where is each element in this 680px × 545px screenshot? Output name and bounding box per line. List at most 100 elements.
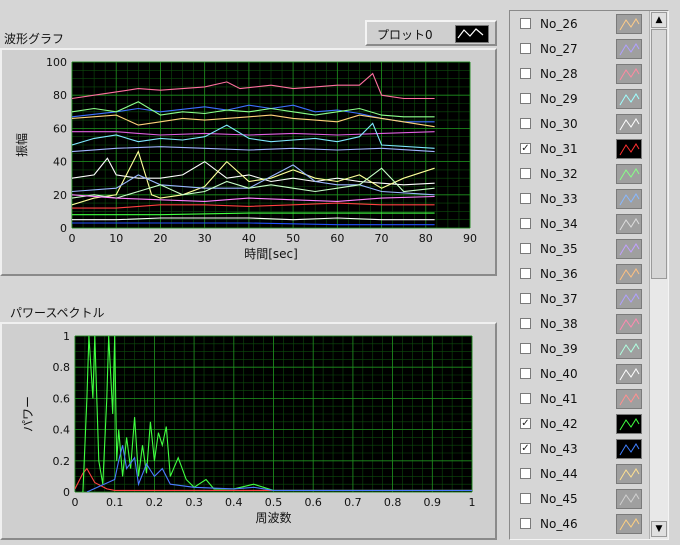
channel-checkbox[interactable]: ✓ [520, 443, 531, 454]
line-style-icon [619, 493, 640, 506]
y-tick-label: 60 [53, 122, 67, 135]
series-line-4 [72, 131, 435, 136]
channel-row[interactable]: No_30 [510, 112, 650, 137]
channel-checkbox[interactable]: ✓ [520, 143, 531, 154]
channel-checkbox[interactable] [520, 193, 531, 204]
scroll-up-button[interactable]: ▲ [651, 12, 667, 28]
channel-color-swatch[interactable] [616, 314, 642, 334]
channel-checkbox[interactable] [520, 68, 531, 79]
series-line-2 [72, 101, 435, 118]
channel-row[interactable]: No_46 [510, 512, 650, 537]
channel-checkbox[interactable] [520, 168, 531, 179]
channel-color-swatch[interactable] [616, 264, 642, 284]
channel-checkbox[interactable] [520, 18, 531, 29]
x-tick-label: 0 [69, 232, 76, 245]
channel-color-swatch[interactable] [616, 489, 642, 509]
y-tick-label: 0.4 [53, 424, 71, 437]
channel-color-swatch[interactable] [616, 389, 642, 409]
channel-row[interactable]: No_40 [510, 362, 650, 387]
channel-row[interactable]: ✓ No_42 [510, 412, 650, 437]
channel-checkbox[interactable] [520, 368, 531, 379]
channel-checkbox[interactable]: ✓ [520, 418, 531, 429]
channel-color-swatch[interactable] [616, 39, 642, 59]
channel-row[interactable]: No_45 [510, 487, 650, 512]
line-style-icon [619, 318, 640, 331]
channel-checkbox[interactable] [520, 293, 531, 304]
channel-row[interactable]: No_37 [510, 287, 650, 312]
channel-checkbox[interactable] [520, 393, 531, 404]
line-style-icon [619, 243, 640, 256]
channel-color-swatch[interactable] [616, 414, 642, 434]
channel-label: No_30 [540, 117, 578, 131]
channel-color-swatch[interactable] [616, 89, 642, 109]
channel-row[interactable]: No_41 [510, 387, 650, 412]
line-style-icon [619, 193, 640, 206]
channel-checkbox[interactable] [520, 268, 531, 279]
waveform-graph[interactable]: 0 10 20 30 40 50 60 70 80 90 0 20 40 60 80 100 時間[sec] 振幅 [2, 50, 495, 274]
channel-checkbox[interactable] [520, 93, 531, 104]
channel-checkbox[interactable] [520, 43, 531, 54]
series-line-8 [72, 150, 435, 206]
x-tick-label: 0.9 [424, 496, 442, 509]
channel-checkbox[interactable] [520, 518, 531, 529]
series-line-1 [82, 336, 472, 492]
channel-row[interactable]: No_32 [510, 162, 650, 187]
channel-row[interactable]: ✓ No_31 [510, 137, 650, 162]
channel-row[interactable]: No_28 [510, 62, 650, 87]
series-line-9 [72, 164, 435, 196]
channel-color-swatch[interactable] [616, 289, 642, 309]
channel-color-swatch[interactable] [616, 139, 642, 159]
channel-row[interactable]: No_27 [510, 37, 650, 62]
scroll-thumb[interactable] [651, 29, 667, 279]
channel-label: No_26 [540, 17, 578, 31]
channel-row[interactable]: No_34 [510, 212, 650, 237]
line-style-icon [619, 293, 640, 306]
channel-color-swatch[interactable] [616, 339, 642, 359]
channel-row[interactable]: No_39 [510, 337, 650, 362]
x-tick-label: 90 [463, 232, 477, 245]
channel-list-scrollbar[interactable]: ▲ ▼ [649, 11, 668, 539]
channel-color-swatch[interactable] [616, 514, 642, 534]
channel-color-swatch[interactable] [616, 214, 642, 234]
channel-color-swatch[interactable] [616, 464, 642, 484]
line-style-icon [619, 93, 640, 106]
channel-color-swatch[interactable] [616, 239, 642, 259]
channel-row[interactable]: No_29 [510, 87, 650, 112]
channel-label: No_37 [540, 292, 578, 306]
series-line-0 [72, 72, 435, 100]
channel-checkbox[interactable] [520, 343, 531, 354]
channel-label: No_33 [540, 192, 578, 206]
x-tick-label: 60 [330, 232, 344, 245]
channel-color-swatch[interactable] [616, 114, 642, 134]
channel-color-swatch[interactable] [616, 364, 642, 384]
channel-checkbox[interactable] [520, 493, 531, 504]
channel-color-swatch[interactable] [616, 14, 642, 34]
legend-plot-swatch[interactable] [455, 25, 489, 43]
channel-color-swatch[interactable] [616, 189, 642, 209]
channel-row[interactable]: ✓ No_43 [510, 437, 650, 462]
channel-list[interactable]: No_26 No_27 No_28 No_29 No_30 ✓ No_31 No_32 No_3… [509, 10, 669, 540]
power-spectrum-graph[interactable]: 0 0.1 0.2 0.3 0.4 0.5 0.6 0.7 0.8 0.9 1 0 0.2 0.4 0.6 0… [2, 324, 495, 538]
channel-row[interactable]: No_36 [510, 262, 650, 287]
channel-color-swatch[interactable] [616, 164, 642, 184]
channel-color-swatch[interactable] [616, 439, 642, 459]
x-axis-label: 時間[sec] [244, 247, 298, 261]
channel-row[interactable]: No_33 [510, 187, 650, 212]
plot-legend[interactable]: プロット0 [365, 20, 497, 46]
channel-color-swatch[interactable] [616, 64, 642, 84]
channel-checkbox[interactable] [520, 243, 531, 254]
legend-plot-label: プロット0 [377, 28, 433, 42]
y-tick-label: 1 [63, 330, 70, 343]
channel-row[interactable]: No_38 [510, 312, 650, 337]
channel-checkbox[interactable] [520, 318, 531, 329]
scroll-down-button[interactable]: ▼ [651, 521, 667, 537]
x-tick-label: 0.6 [304, 496, 322, 509]
channel-checkbox[interactable] [520, 218, 531, 229]
y-axis-label: パワー [21, 396, 35, 432]
channel-checkbox[interactable] [520, 118, 531, 129]
channel-row[interactable]: No_44 [510, 462, 650, 487]
channel-label: No_41 [540, 392, 578, 406]
channel-row[interactable]: No_26 [510, 12, 650, 37]
channel-row[interactable]: No_35 [510, 237, 650, 262]
channel-checkbox[interactable] [520, 468, 531, 479]
